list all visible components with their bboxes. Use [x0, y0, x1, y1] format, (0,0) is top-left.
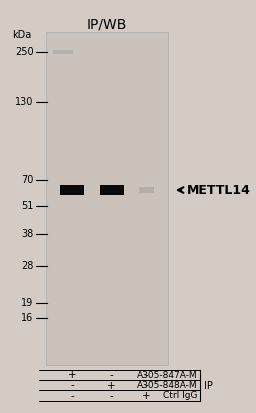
Bar: [140, 187, 154, 193]
Text: Ctrl IgG: Ctrl IgG: [163, 392, 198, 400]
Text: +: +: [107, 380, 116, 391]
Bar: [46, 31, 168, 365]
Text: A305-848A-M: A305-848A-M: [137, 381, 198, 390]
Text: -: -: [110, 370, 113, 380]
Text: kDa: kDa: [12, 29, 31, 40]
Text: -: -: [70, 391, 74, 401]
Text: 28: 28: [21, 261, 34, 271]
Text: -: -: [145, 370, 149, 380]
Text: +: +: [142, 391, 151, 401]
Text: 130: 130: [15, 97, 34, 107]
Bar: [53, 50, 73, 54]
Text: 38: 38: [21, 230, 34, 240]
Text: -: -: [110, 391, 113, 401]
Bar: [100, 185, 124, 195]
Text: -: -: [70, 380, 74, 391]
Text: 70: 70: [21, 175, 34, 185]
Text: 250: 250: [15, 47, 34, 57]
Text: 19: 19: [21, 298, 34, 308]
Text: -: -: [145, 380, 149, 391]
Bar: [60, 185, 84, 195]
Text: +: +: [68, 370, 76, 380]
Text: 51: 51: [21, 201, 34, 211]
Text: IP/WB: IP/WB: [87, 17, 127, 31]
Text: METTL14: METTL14: [186, 183, 250, 197]
Text: IP: IP: [205, 380, 213, 391]
Text: 16: 16: [21, 313, 34, 323]
Text: A305-847A-M: A305-847A-M: [137, 371, 198, 380]
